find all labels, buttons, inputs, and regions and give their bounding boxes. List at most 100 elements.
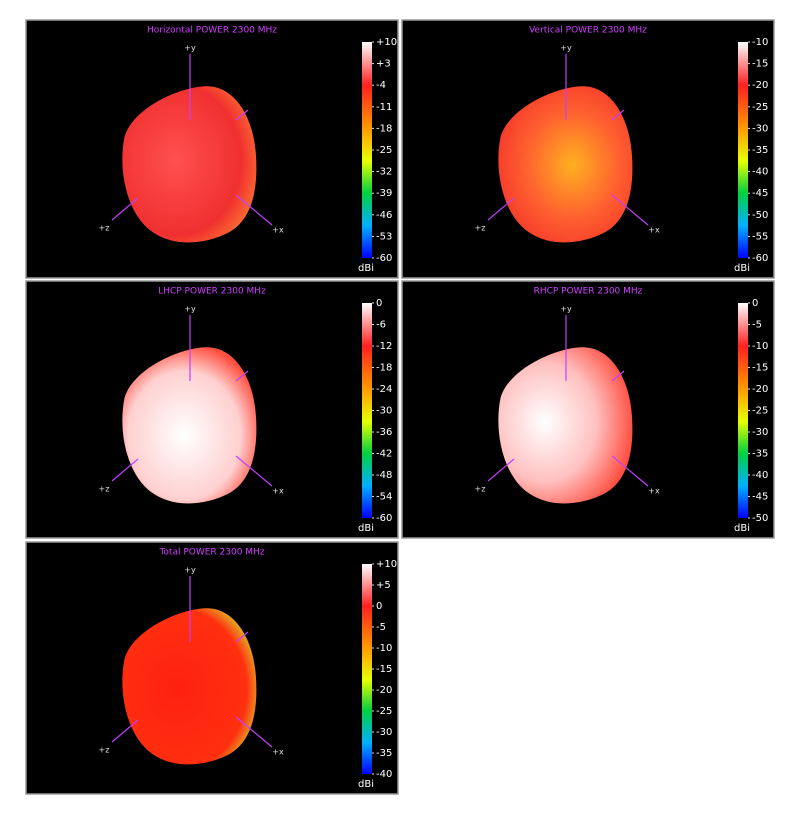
colorbar-tick-label: -60 bbox=[376, 513, 392, 524]
axis-label: +z bbox=[99, 485, 110, 494]
colorbar-tick-label: -4 bbox=[376, 80, 386, 91]
panel-title: Horizontal POWER 2300 MHz bbox=[147, 26, 277, 36]
pattern-surface bbox=[498, 86, 633, 243]
colorbar-tick-label: -25 bbox=[752, 406, 768, 417]
axis-label: +x bbox=[648, 226, 660, 235]
panel: LHCP POWER 2300 MHz +y +x +z 0 -6 -12 -18 -24 -30… bbox=[25, 280, 399, 539]
colorbar-tick-label: -12 bbox=[376, 341, 392, 352]
x-axis-arrow bbox=[611, 194, 649, 226]
axis-stub bbox=[235, 631, 249, 643]
panel: Horizontal POWER 2300 MHz +y +x +z +10 +3 -4 -1… bbox=[25, 19, 399, 279]
z-axis-arrow bbox=[111, 458, 139, 482]
colorbar-tick-label: -10 bbox=[752, 37, 768, 48]
colorbar-tick-label: -15 bbox=[752, 363, 768, 374]
colorbar-tick-label: -32 bbox=[376, 167, 392, 178]
colorbar-tick-label: -46 bbox=[376, 210, 392, 221]
colorbar bbox=[738, 42, 748, 258]
x-axis-arrow bbox=[235, 716, 273, 748]
axis-stub bbox=[235, 109, 249, 121]
pattern-surface bbox=[122, 86, 257, 243]
colorbar-unit: dBi bbox=[734, 523, 750, 534]
colorbar-tick-label: -40 bbox=[752, 167, 768, 178]
colorbar-tick-label: -11 bbox=[376, 102, 392, 113]
colorbar bbox=[362, 564, 372, 774]
colorbar-tick-label: -35 bbox=[752, 145, 768, 156]
axis-label: +z bbox=[99, 224, 110, 233]
panel-title: Vertical POWER 2300 MHz bbox=[529, 26, 647, 36]
colorbar-tick-label: -42 bbox=[376, 449, 392, 460]
colorbar-unit: dBi bbox=[734, 263, 750, 274]
colorbar-tick-label: -6 bbox=[376, 320, 386, 331]
colorbar-tick-label: -10 bbox=[752, 341, 768, 352]
colorbar-tick-label: -35 bbox=[376, 748, 392, 759]
colorbar-tick-label: -25 bbox=[376, 706, 392, 717]
colorbar-tick-label: -5 bbox=[752, 320, 762, 331]
axis-stub bbox=[611, 109, 625, 121]
axis-label: +z bbox=[475, 485, 486, 494]
colorbar-unit: dBi bbox=[358, 523, 374, 534]
colorbar-tick-label: -50 bbox=[752, 210, 768, 221]
x-axis-arrow bbox=[611, 455, 649, 487]
panel: Vertical POWER 2300 MHz +y +x +z -10 -15 -20 -2… bbox=[401, 19, 775, 279]
colorbar-tick-label: -53 bbox=[376, 231, 392, 242]
colorbar-tick-label: -25 bbox=[376, 145, 392, 156]
panel: RHCP POWER 2300 MHz +y +x +z 0 -5 -10 -15 -20 -25… bbox=[401, 280, 775, 539]
colorbar-tick-label: -24 bbox=[376, 384, 392, 395]
axis-label: +x bbox=[272, 226, 284, 235]
colorbar-tick-label: 0 bbox=[752, 298, 758, 309]
colorbar-tick-label: +5 bbox=[376, 580, 391, 591]
colorbar-tick-label: -35 bbox=[752, 449, 768, 460]
colorbar-tick-label: -18 bbox=[376, 123, 392, 134]
colorbar-unit: dBi bbox=[358, 263, 374, 274]
colorbar-tick-label: -30 bbox=[752, 123, 768, 134]
z-axis-arrow bbox=[111, 197, 139, 221]
axis-label: +y bbox=[184, 305, 196, 314]
axis-label: +y bbox=[560, 44, 572, 53]
colorbar-tick-label: -30 bbox=[752, 427, 768, 438]
axis-label: +y bbox=[560, 305, 572, 314]
z-axis-arrow bbox=[487, 458, 515, 482]
colorbar-tick-label: -30 bbox=[376, 406, 392, 417]
x-axis-arrow bbox=[235, 194, 273, 226]
pattern-surface bbox=[498, 347, 633, 504]
colorbar-tick-label: -18 bbox=[376, 363, 392, 374]
colorbar-tick-label: 0 bbox=[376, 601, 382, 612]
colorbar bbox=[738, 303, 748, 518]
colorbar-tick-label: -45 bbox=[752, 492, 768, 503]
colorbar-tick-label: -20 bbox=[752, 384, 768, 395]
x-axis-arrow bbox=[235, 455, 273, 487]
colorbar-tick-label: 0 bbox=[376, 298, 382, 309]
colorbar-tick-label: -39 bbox=[376, 188, 392, 199]
colorbar-tick-label: -54 bbox=[376, 492, 392, 503]
colorbar-unit: dBi bbox=[358, 779, 374, 790]
axis-stub bbox=[611, 370, 625, 382]
axis-label: +y bbox=[184, 44, 196, 53]
colorbar-tick-label: -60 bbox=[752, 253, 768, 264]
colorbar-tick-label: -36 bbox=[376, 427, 392, 438]
colorbar-tick-label: -25 bbox=[752, 102, 768, 113]
axis-stub bbox=[235, 370, 249, 382]
panel: Total POWER 2300 MHz +y +x +z +10 +5 0 -5 -10 -15… bbox=[25, 541, 399, 795]
axis-label: +x bbox=[648, 487, 660, 496]
colorbar-tick-label: -20 bbox=[752, 80, 768, 91]
colorbar-tick-label: -48 bbox=[376, 470, 392, 481]
colorbar-tick-label: -40 bbox=[752, 470, 768, 481]
colorbar-tick-label: -20 bbox=[376, 685, 392, 696]
z-axis-arrow bbox=[487, 197, 515, 221]
colorbar-tick-label: -40 bbox=[376, 769, 392, 780]
colorbar bbox=[362, 42, 372, 258]
colorbar-tick-label: +10 bbox=[376, 559, 397, 570]
colorbar-tick-label: -45 bbox=[752, 188, 768, 199]
colorbar-tick-label: -50 bbox=[752, 513, 768, 524]
colorbar-tick-label: -15 bbox=[752, 59, 768, 70]
colorbar-tick-label: -5 bbox=[376, 622, 386, 633]
colorbar-tick-label: -10 bbox=[376, 643, 392, 654]
panel-title: LHCP POWER 2300 MHz bbox=[158, 287, 266, 297]
axis-label: +x bbox=[272, 487, 284, 496]
panel-title: Total POWER 2300 MHz bbox=[158, 548, 264, 558]
colorbar-tick-label: -55 bbox=[752, 231, 768, 242]
colorbar-tick-label: +3 bbox=[376, 59, 391, 70]
axis-label: +z bbox=[99, 746, 110, 755]
colorbar-tick-label: -15 bbox=[376, 664, 392, 675]
